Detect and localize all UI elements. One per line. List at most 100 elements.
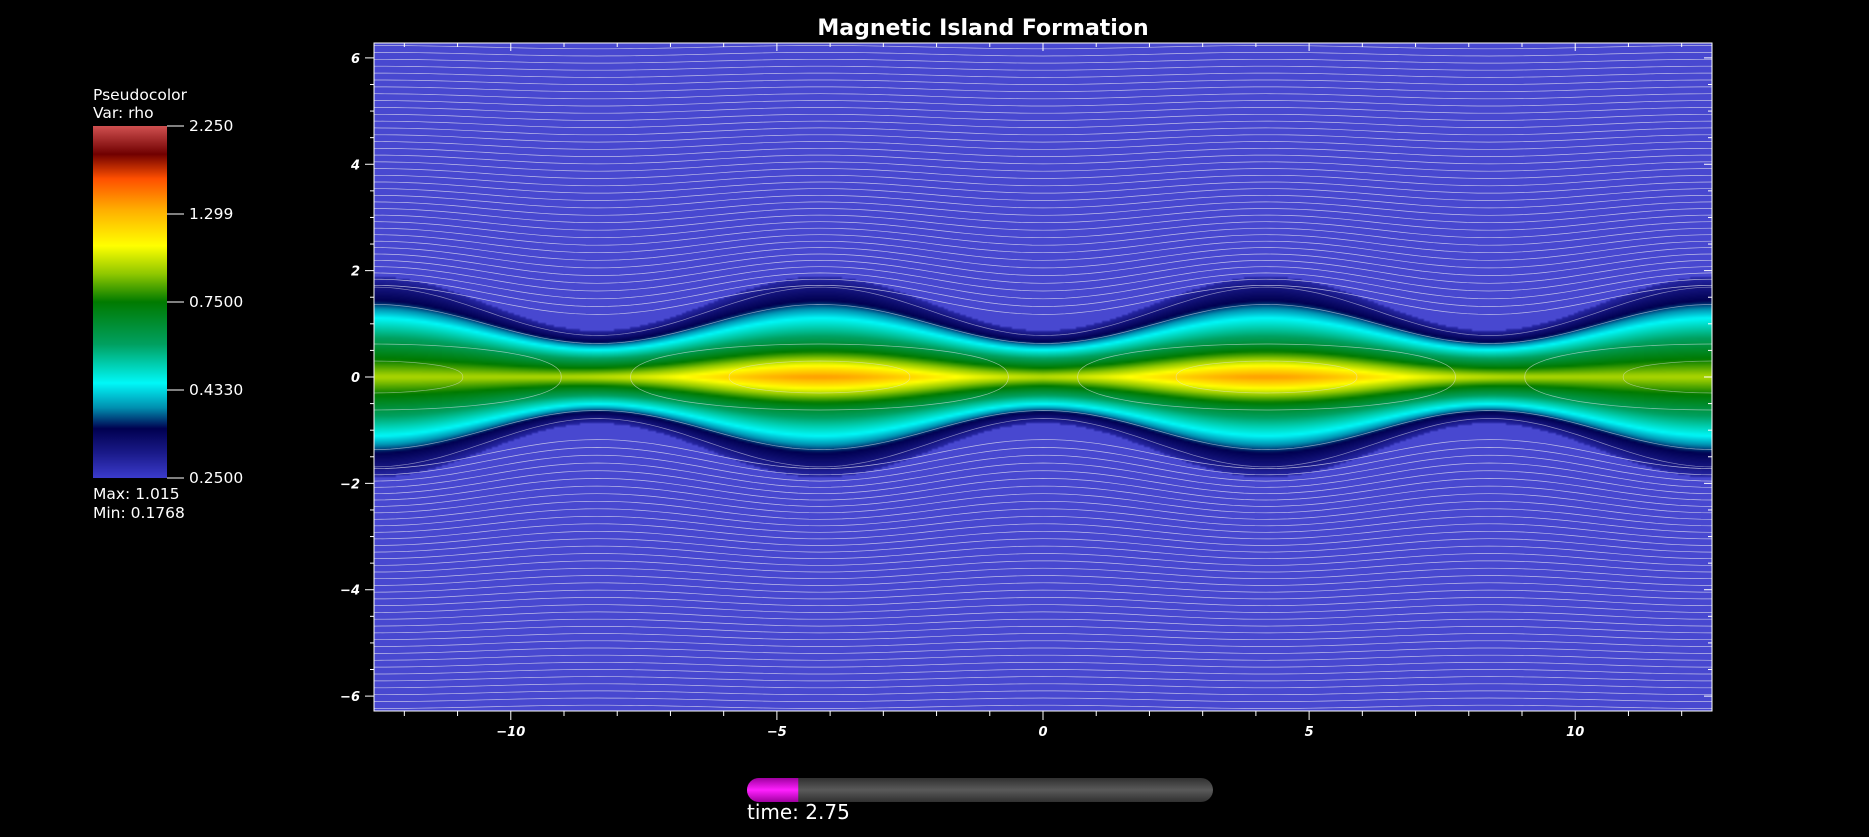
field-line (374, 259, 1712, 284)
plot-area: −10 −5 0 5 10 −6 −4 −2 0 2 4 6 (340, 42, 1713, 740)
legend-min: Min: 0.1768 (93, 504, 185, 522)
field-line (374, 127, 1712, 136)
field-line (374, 227, 1712, 246)
field-line (374, 188, 1712, 201)
field-line (374, 567, 1712, 580)
time-slider[interactable]: time: 2.75 (747, 778, 1213, 824)
chart-title: Magnetic Island Formation (817, 16, 1148, 41)
field-line (374, 58, 1712, 64)
field-line (374, 661, 1712, 668)
y-tick-label: 6 (351, 52, 360, 67)
field-line (374, 485, 1712, 507)
field-line (374, 343, 562, 411)
field-line (374, 240, 1712, 261)
field-line (374, 286, 1712, 336)
field-line (374, 65, 1712, 71)
field-line (374, 201, 1712, 216)
legend-tick-label: 1.299 (189, 205, 233, 223)
field-line (374, 633, 1712, 641)
field-line (374, 208, 1712, 224)
field-line (374, 278, 1712, 307)
legend-tick-label: 0.7500 (189, 293, 243, 311)
field-line (374, 418, 1712, 468)
field-line (374, 589, 1712, 600)
field-line (374, 604, 1712, 613)
field-line (374, 704, 1712, 709)
legend-tick-label: 0.4330 (189, 381, 243, 399)
y-tick-label: −2 (340, 477, 360, 492)
field-line (374, 168, 1712, 179)
legend-ticks: 2.250 1.299 0.7500 0.4330 0.2500 (167, 117, 243, 487)
field-line (374, 545, 1712, 560)
field-line (374, 597, 1712, 607)
axes: −10 −5 0 5 10 −6 −4 −2 0 2 4 6 (340, 43, 1712, 740)
x-tick-label: −10 (496, 725, 525, 740)
x-tick-label: 10 (1566, 725, 1584, 740)
field-line (374, 683, 1712, 689)
field-line (1077, 343, 1456, 411)
field-line (374, 161, 1712, 172)
field-line (374, 141, 1712, 150)
field-line (374, 676, 1712, 682)
field-line (374, 439, 1712, 470)
density-field (374, 43, 1712, 711)
field-line (374, 253, 1712, 276)
field-line (728, 360, 911, 394)
field-line (374, 410, 1712, 450)
field-line (374, 272, 1712, 300)
field-line (374, 174, 1712, 187)
x-tick-label: 0 (1038, 725, 1047, 740)
legend-title: Pseudocolor (93, 86, 188, 104)
field-line (374, 266, 1712, 292)
legend-max: Max: 1.015 (93, 485, 180, 503)
field-line (374, 194, 1712, 209)
legend-colorbar (93, 126, 167, 478)
field-line (374, 304, 1712, 344)
time-slider-progress (747, 778, 799, 802)
field-line (374, 553, 1712, 566)
field-line (374, 113, 1712, 121)
field-line (374, 647, 1712, 654)
field-line (1622, 360, 1712, 394)
time-slider-track[interactable] (747, 778, 1213, 802)
field-line (374, 515, 1712, 533)
field-line (374, 214, 1712, 231)
color-legend: Pseudocolor Var: rho 2.250 1.299 0.7500 0.4… (93, 86, 243, 522)
field-line (374, 582, 1712, 593)
field-line (374, 654, 1712, 661)
field-line (374, 79, 1712, 85)
field-line (374, 690, 1712, 696)
field-line (374, 154, 1712, 165)
field-line (374, 493, 1712, 514)
field-line (374, 575, 1712, 586)
field-line (374, 462, 1712, 488)
time-label: time: 2.75 (747, 800, 850, 824)
x-tick-label: −5 (767, 725, 787, 740)
field-line (374, 611, 1712, 620)
field-line (374, 640, 1712, 647)
field-line (374, 120, 1712, 128)
field-line (374, 247, 1712, 269)
field-line (374, 86, 1712, 93)
y-tick-label: 2 (351, 265, 360, 280)
field-line (374, 93, 1712, 100)
field-line (374, 454, 1712, 482)
field-line (374, 478, 1712, 501)
field-line (374, 100, 1712, 107)
field-line (374, 500, 1712, 520)
x-tick-label: 5 (1305, 725, 1314, 740)
field-line (374, 560, 1712, 573)
field-line (374, 284, 1712, 315)
field-line (374, 447, 1712, 476)
field-line (374, 618, 1712, 627)
field-line (374, 470, 1712, 495)
field-line (1175, 360, 1358, 394)
y-tick-label: −6 (340, 690, 360, 705)
field-line (374, 221, 1712, 239)
field-line (374, 72, 1712, 78)
field-line (374, 52, 1712, 57)
y-tick-label: 0 (351, 371, 360, 386)
field-line (374, 134, 1712, 143)
field-line (374, 147, 1712, 157)
